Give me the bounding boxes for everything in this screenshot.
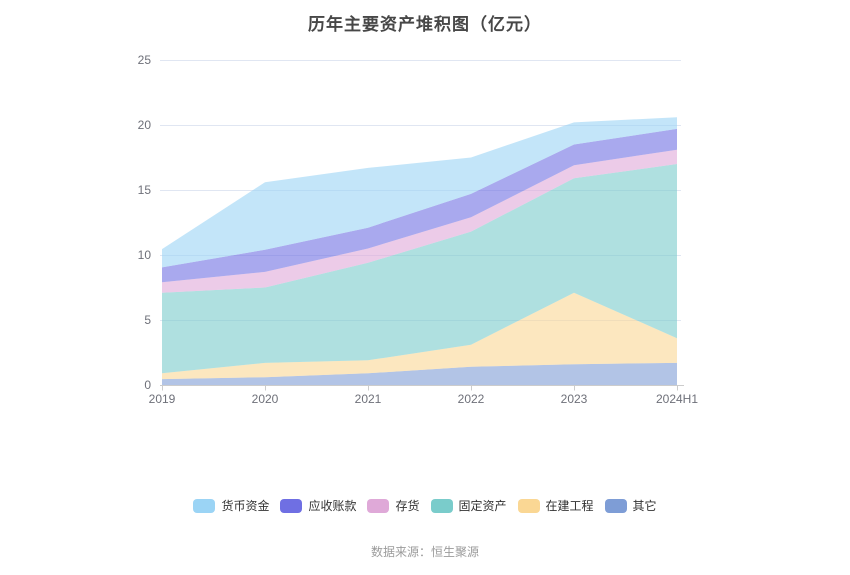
legend-item-fixed-assets[interactable]: 固定资产 xyxy=(430,497,507,514)
legend-swatch-icon xyxy=(193,498,216,513)
legend-item-construction-in-progress[interactable]: 在建工程 xyxy=(517,497,594,514)
x-tick-label: 2020 xyxy=(252,392,279,406)
y-tick-label: 10 xyxy=(138,248,152,262)
legend-label: 在建工程 xyxy=(545,499,594,513)
y-tick-label: 20 xyxy=(138,118,152,132)
y-tick-label: 15 xyxy=(138,183,152,197)
area-band-accounts-receivable xyxy=(162,128,677,283)
area-band-inventory xyxy=(162,149,677,293)
legend-label: 存货 xyxy=(395,499,420,513)
area-band-fixed-assets xyxy=(162,164,677,374)
legend-swatch-icon xyxy=(367,498,390,513)
area-band-monetary-funds xyxy=(162,117,677,268)
legend-swatch-icon xyxy=(280,498,303,513)
legend-label: 货币资金 xyxy=(221,499,270,513)
legend-item-accounts-receivable[interactable]: 应收账款 xyxy=(280,497,356,514)
chart-legend: 货币资金 应收账款 存货 固定资产 在建工程 其它 xyxy=(0,497,850,514)
x-tick-label: 2019 xyxy=(149,392,176,406)
chart-title: 历年主要资产堆积图（亿元） xyxy=(308,15,542,34)
y-tick-label: 0 xyxy=(144,378,151,392)
legend-label: 其它 xyxy=(632,499,657,513)
area-band-construction-in-progress xyxy=(162,292,677,380)
data-source-note: 数据来源：恒生聚源 xyxy=(370,545,479,559)
legend-item-inventory[interactable]: 存货 xyxy=(367,497,420,514)
y-tick-label: 25 xyxy=(138,53,152,67)
legend-label: 固定资产 xyxy=(458,499,507,513)
x-tick-label: 2023 xyxy=(561,392,588,406)
x-tick-label: 2024H1 xyxy=(656,392,698,406)
legend-item-other[interactable]: 其它 xyxy=(604,497,657,514)
stacked-area-chart: 0 5 10 15 20 25 2019 2020 2021 2022 2023 2024H1 xyxy=(138,53,699,406)
area-band-other xyxy=(162,362,677,385)
legend-swatch-icon xyxy=(430,498,453,513)
legend-swatch-icon xyxy=(604,498,627,513)
x-tick-label: 2021 xyxy=(355,392,382,406)
legend-item-monetary-funds[interactable]: 货币资金 xyxy=(193,497,269,514)
legend-swatch-icon xyxy=(517,498,540,513)
x-tick-label: 2022 xyxy=(458,392,485,406)
legend-label: 应收账款 xyxy=(308,499,357,513)
y-tick-label: 5 xyxy=(144,313,151,327)
